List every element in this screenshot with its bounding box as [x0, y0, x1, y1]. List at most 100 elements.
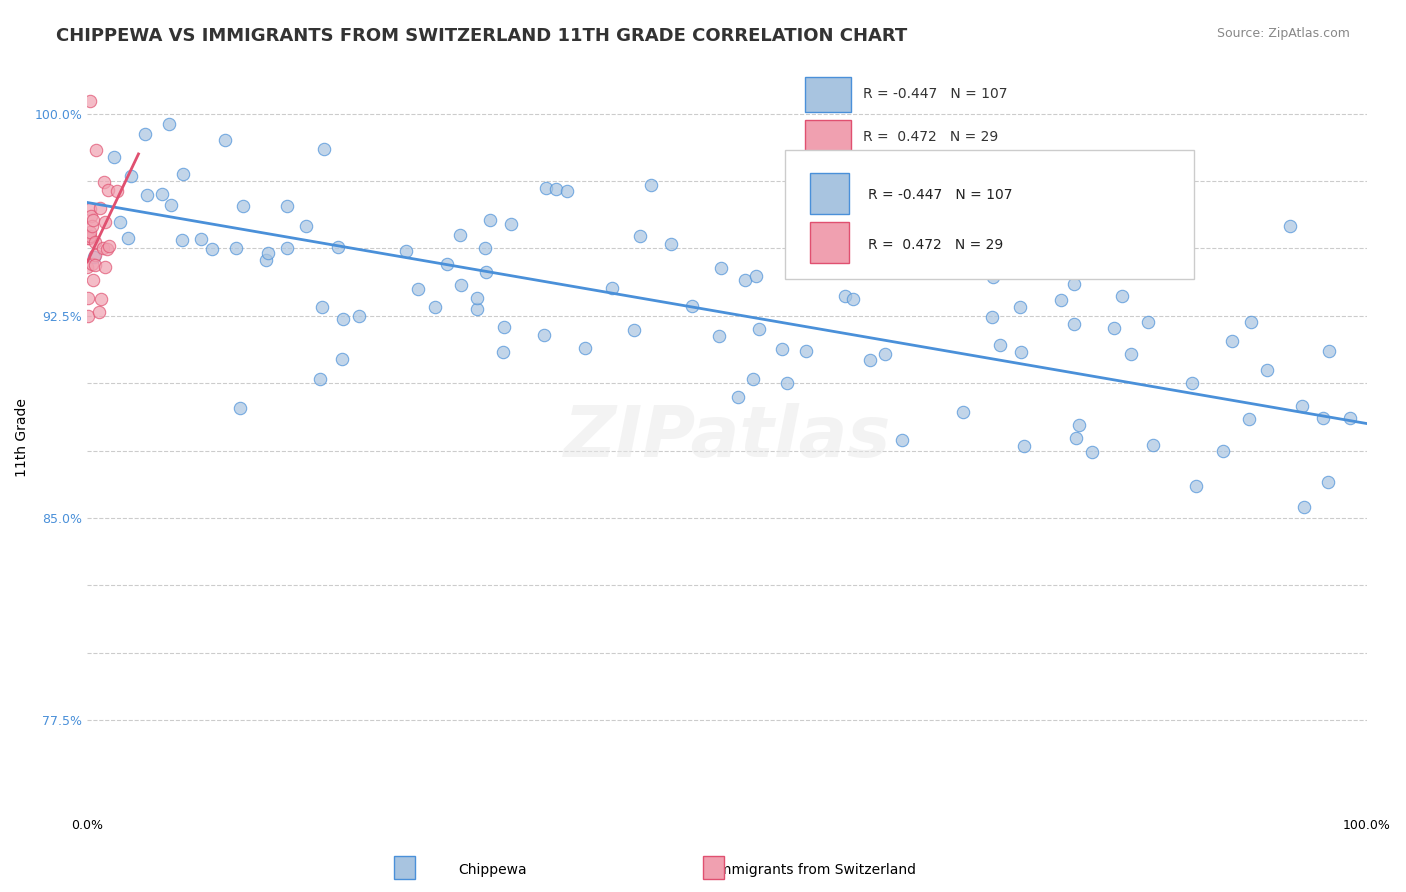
Point [475, 265, 498, 279]
Point [82, 257, 104, 271]
Point [924, 254, 946, 268]
Point [98, 238, 121, 252]
Point [640, 178, 662, 192]
Point [108, 215, 131, 229]
Point [1240, 315, 1263, 329]
Point [710, 261, 733, 276]
Point [157, 117, 180, 131]
Point [84, 235, 107, 249]
Point [135, 188, 157, 202]
Point [214, 134, 236, 148]
Point [77, 291, 100, 305]
Point [533, 328, 555, 343]
Point [449, 227, 471, 242]
Point [84, 248, 107, 262]
Point [96, 242, 118, 256]
Text: R = -0.447   N = 107: R = -0.447 N = 107 [868, 188, 1012, 202]
Point [890, 434, 912, 448]
Point [628, 228, 651, 243]
Point [408, 282, 430, 296]
Point [450, 277, 472, 292]
Text: Chippewa: Chippewa [458, 863, 526, 877]
Point [952, 405, 974, 419]
Point [794, 343, 817, 358]
Point [311, 300, 333, 314]
Point [745, 269, 768, 284]
Point [423, 300, 446, 314]
Point [834, 289, 856, 303]
Point [347, 310, 370, 324]
Point [1119, 347, 1142, 361]
Point [77, 231, 100, 245]
Point [170, 233, 193, 247]
Point [1063, 277, 1085, 291]
Point [94, 260, 117, 275]
Point [312, 142, 335, 156]
Point [499, 217, 522, 231]
Point [326, 240, 349, 254]
Point [555, 185, 578, 199]
Point [332, 312, 354, 326]
Point [79, 94, 101, 108]
Point [76, 260, 98, 275]
Point [232, 199, 254, 213]
Point [201, 242, 224, 256]
Point [623, 323, 645, 337]
Point [79, 202, 101, 217]
Point [859, 352, 882, 367]
Point [103, 150, 125, 164]
Point [105, 184, 128, 198]
Point [492, 345, 515, 359]
Point [727, 390, 749, 404]
Point [1184, 479, 1206, 493]
Point [1069, 417, 1091, 432]
Point [1291, 399, 1313, 413]
Point [891, 256, 914, 270]
Point [1278, 219, 1301, 233]
FancyBboxPatch shape [810, 173, 849, 214]
Point [276, 241, 298, 255]
Point [1317, 475, 1340, 489]
Point [465, 301, 488, 316]
Point [1256, 363, 1278, 377]
Point [1111, 289, 1133, 303]
Point [1292, 500, 1315, 515]
Point [294, 219, 316, 233]
Point [82, 212, 104, 227]
Point [276, 199, 298, 213]
Point [681, 299, 703, 313]
Point [1050, 293, 1073, 307]
Point [1136, 315, 1159, 329]
Point [159, 198, 181, 212]
Point [1237, 412, 1260, 426]
Point [983, 270, 1005, 285]
FancyBboxPatch shape [785, 150, 1194, 278]
Point [82, 273, 104, 287]
Point [91, 241, 114, 255]
Point [853, 159, 876, 173]
Point [478, 213, 501, 227]
Point [980, 310, 1002, 325]
Point [465, 291, 488, 305]
Point [492, 319, 515, 334]
Point [120, 169, 142, 184]
Point [988, 338, 1011, 352]
Point [93, 175, 115, 189]
Point [1181, 376, 1204, 391]
Point [841, 257, 863, 271]
Point [79, 229, 101, 244]
Point [659, 237, 682, 252]
Point [776, 376, 799, 390]
Point [84, 143, 107, 157]
Point [1064, 431, 1087, 445]
Point [80, 219, 103, 233]
Point [229, 401, 252, 415]
Point [1010, 300, 1032, 314]
Point [1010, 345, 1032, 359]
Point [842, 293, 865, 307]
Point [90, 292, 112, 306]
Point [190, 232, 212, 246]
Text: CHIPPEWA VS IMMIGRANTS FROM SWITZERLAND 11TH GRADE CORRELATION CHART: CHIPPEWA VS IMMIGRANTS FROM SWITZERLAND … [56, 27, 907, 45]
Point [741, 372, 763, 386]
Y-axis label: 11th Grade: 11th Grade [15, 398, 30, 476]
